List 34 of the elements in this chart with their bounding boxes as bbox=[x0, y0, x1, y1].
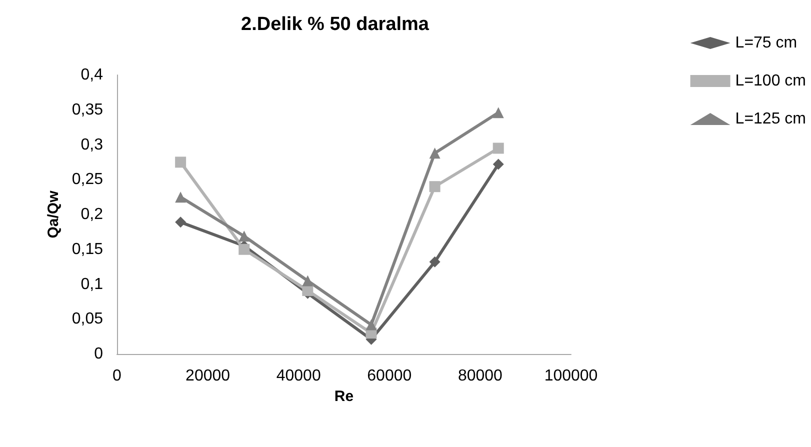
point bbox=[175, 156, 186, 168]
point bbox=[429, 256, 440, 268]
point bbox=[429, 148, 440, 159]
x-axis-title: Re bbox=[334, 388, 354, 405]
point bbox=[238, 230, 250, 242]
legend-label: L=125 cm bbox=[735, 110, 806, 128]
y-tick-label: 0,05 bbox=[72, 310, 104, 328]
x-tick-label: 40000 bbox=[276, 368, 321, 384]
y-tick-label: 0,35 bbox=[72, 101, 104, 118]
x-tick-label: 20000 bbox=[186, 368, 230, 384]
x-tick-label: 100000 bbox=[544, 368, 598, 384]
y-tick-label: 0,3 bbox=[80, 136, 104, 154]
y-tick-label: 0,15 bbox=[72, 240, 104, 258]
x-tick-label: 60000 bbox=[367, 368, 412, 384]
y-tick-label: 0,1 bbox=[80, 276, 104, 293]
x-tick-label: 80000 bbox=[458, 368, 503, 384]
point bbox=[175, 216, 186, 228]
point bbox=[238, 244, 250, 255]
chart-title: 2.Delik % 50 daralma bbox=[241, 14, 430, 35]
point bbox=[429, 181, 440, 192]
point bbox=[175, 192, 186, 203]
y-tick-label: 0,4 bbox=[80, 66, 104, 84]
legend-label: L=75 cm bbox=[735, 34, 798, 52]
point bbox=[302, 275, 314, 286]
y-tick-label: 0 bbox=[94, 346, 104, 362]
y-axis-title: Qa/Qw bbox=[44, 190, 62, 238]
x-tick-label: 0 bbox=[112, 368, 122, 384]
point bbox=[366, 319, 377, 330]
point bbox=[492, 107, 504, 118]
legend-label: L=100 cm bbox=[735, 72, 806, 90]
y-tick-label: 0,25 bbox=[72, 171, 104, 188]
point bbox=[492, 158, 504, 170]
point bbox=[492, 142, 504, 154]
y-tick-label: 0,2 bbox=[80, 206, 104, 223]
